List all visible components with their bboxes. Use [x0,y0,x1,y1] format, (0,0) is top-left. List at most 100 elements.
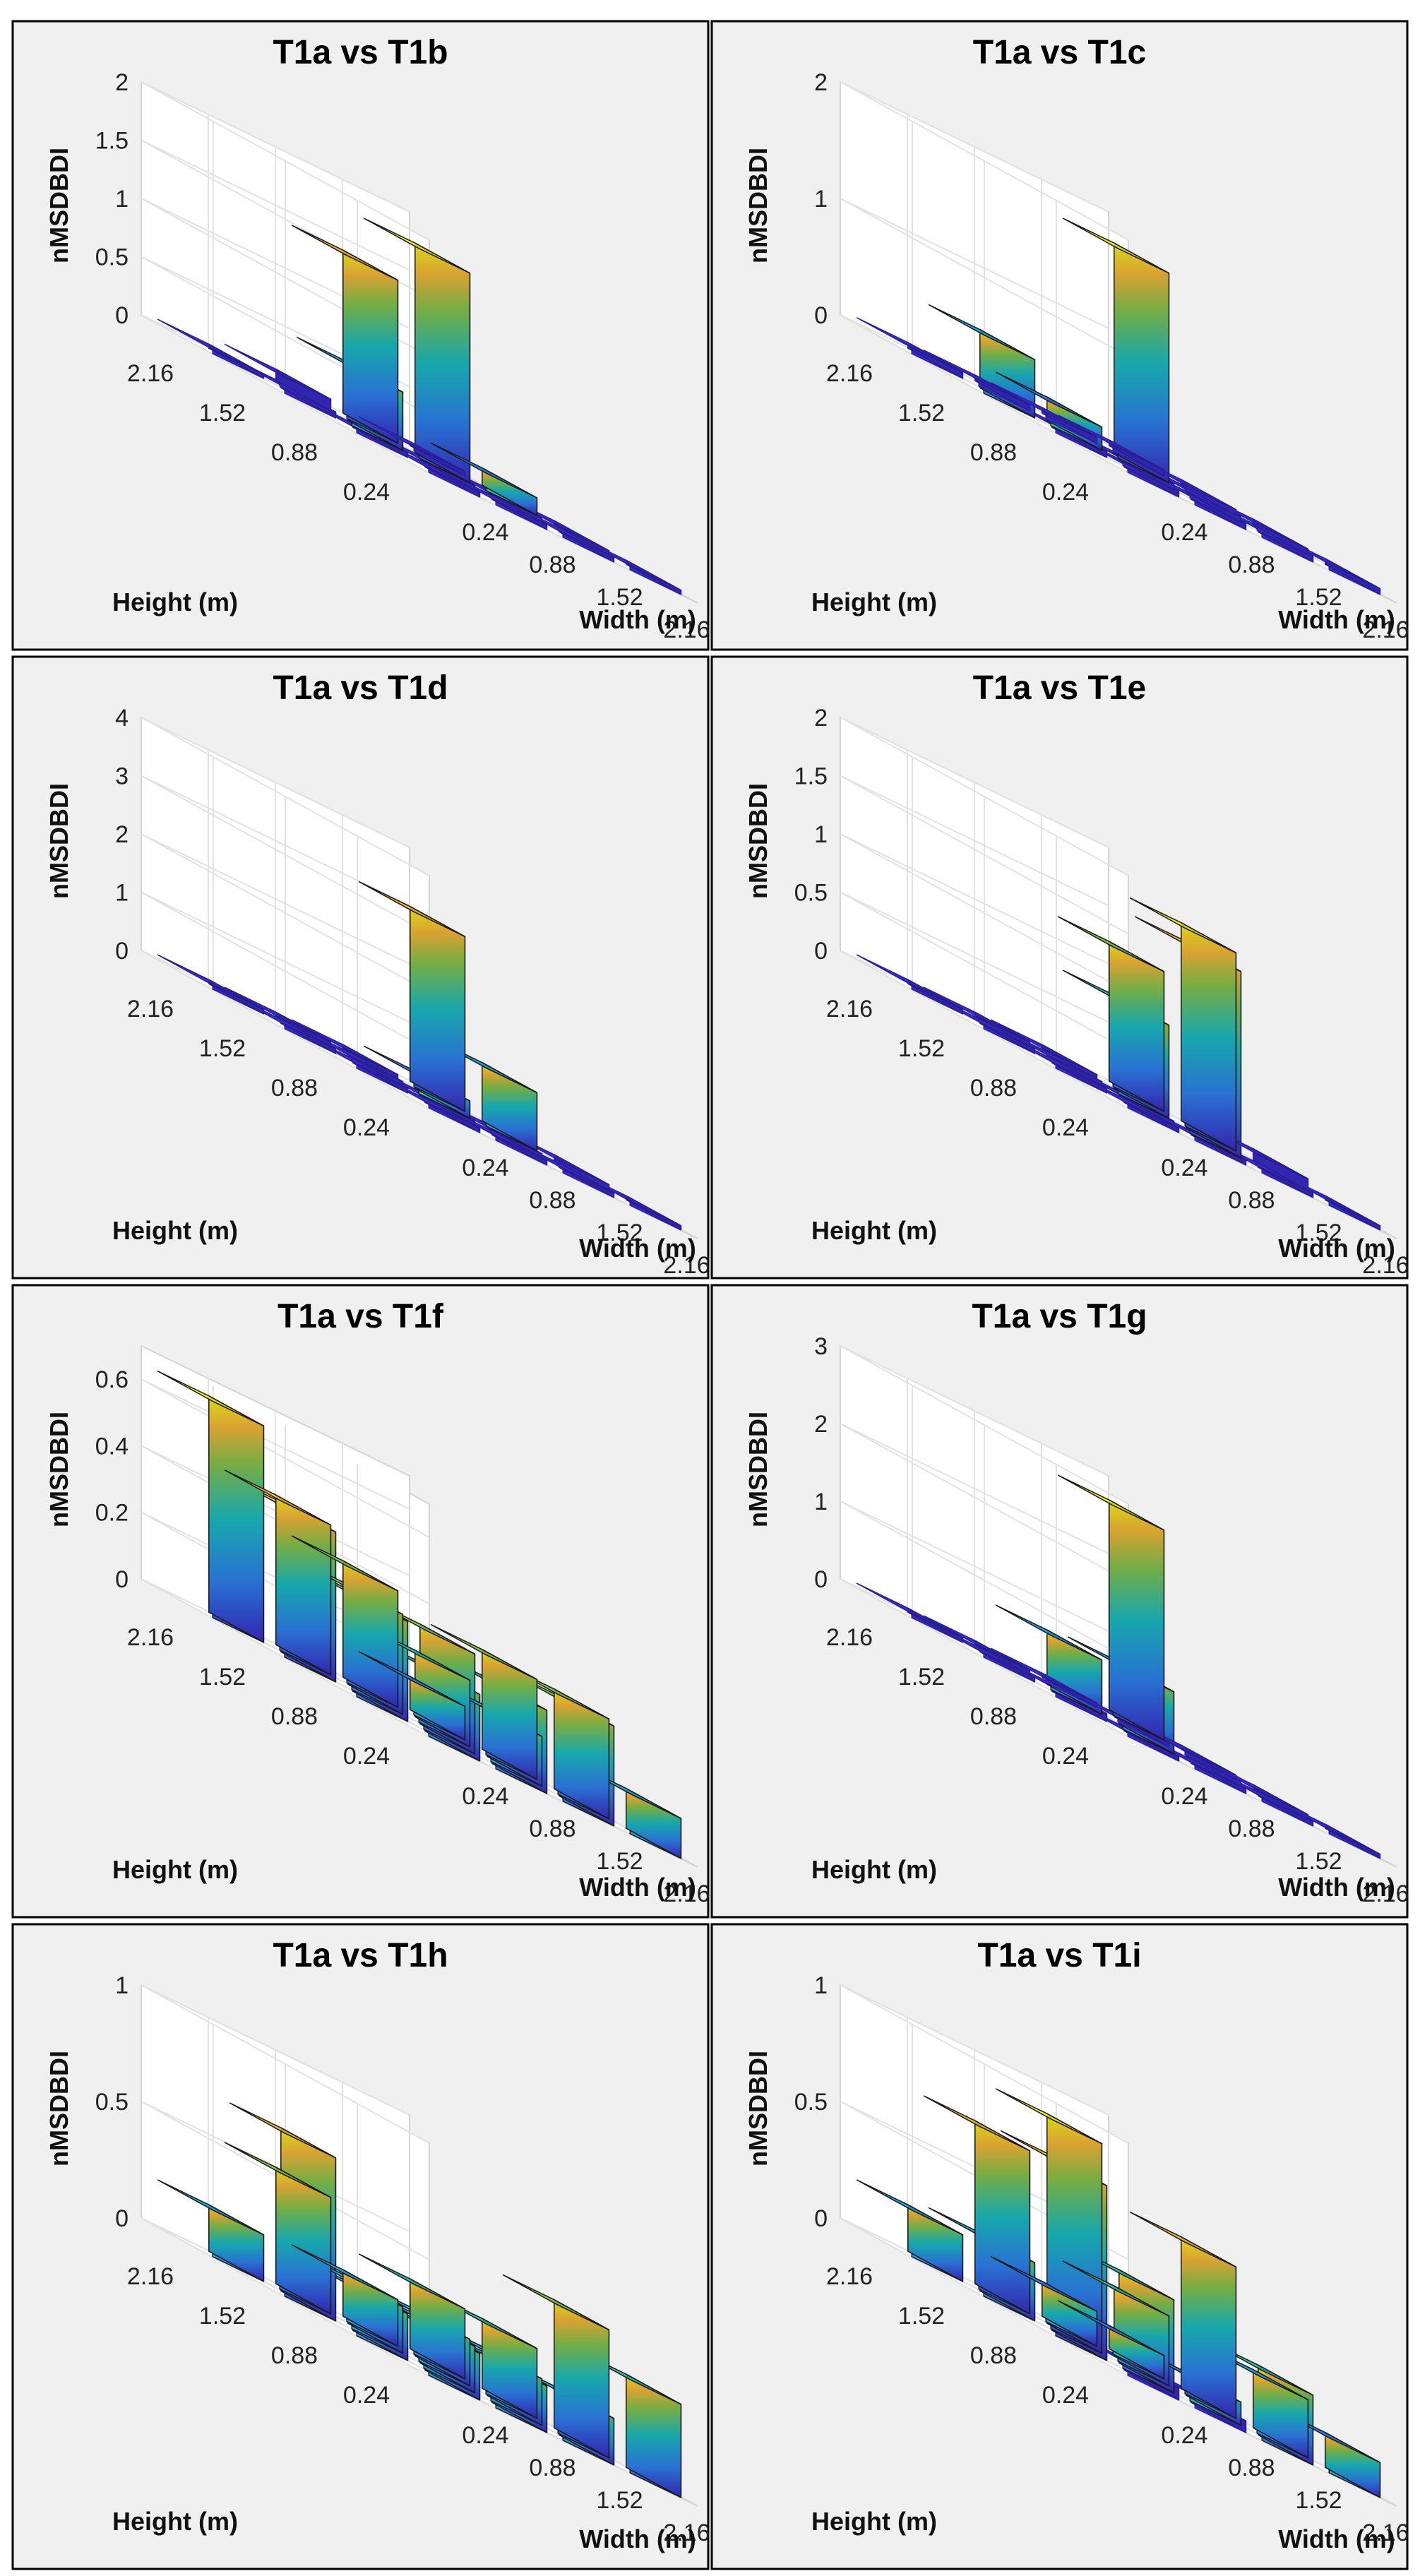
bar-shade [1325,1195,1380,1230]
bar-shade [410,2279,465,2379]
x-tick-label: 1.52 [1295,1220,1342,1246]
bar-top [363,217,471,274]
bar-shade [1109,941,1164,1111]
x-axis-label: Width (m) [579,1873,696,1902]
z-tick-label: 1 [814,821,828,848]
bar-top [224,986,332,1043]
bar-shade [1253,519,1308,555]
bar [856,954,964,1015]
bar-shade [1046,1630,1102,1715]
grid-line [840,81,1129,241]
z-axis-label: nMSDBDI [44,148,73,263]
grid-line [141,81,430,241]
y-tick-label: 2.16 [826,360,873,387]
chart-title: T1a vs T1b [273,34,448,71]
bar-shade [554,2299,609,2458]
bar [923,350,1031,412]
y-tick-label: 2.16 [826,996,873,1022]
bar-top [1057,2300,1165,2356]
bar-shade [208,979,264,1014]
x-tick-label: 1.52 [1295,1848,1342,1875]
z-tick-label: 0.2 [95,1500,129,1527]
grid-line [840,775,1129,935]
bar-shade [1253,2369,1308,2458]
x-tick-label: 1.52 [596,1848,643,1875]
x-tick-label: 2.16 [663,1252,710,1279]
chart-panel: T1a vs T1d 0 1 2 3 4 nMSDBDI 0.24 0.88 1.52 2.16 0.… [11,655,710,1280]
x-tick-label: 0.24 [462,2422,508,2449]
z-axis-label: nMSDBDI [744,2051,772,2166]
chart-title: T1a vs T1f [278,1298,444,1335]
y-tick-label: 2.16 [127,360,174,387]
bar [856,2179,964,2282]
bar-top [995,371,1103,428]
grid-line [141,775,430,935]
bar [157,2179,265,2282]
bar-top [856,317,964,374]
bar-shade [1325,1824,1380,1859]
bar [990,2255,1098,2347]
bar-top [1062,217,1170,274]
y-axis-label: Height (m) [112,1216,238,1245]
chart-title: T1a vs T1h [273,1937,448,1974]
grid-line [141,1378,430,1538]
bar [291,1019,399,1080]
bar-top [856,954,964,1010]
bar-shade [482,1649,537,1779]
bar [923,986,1031,1047]
x-tick-label: 1.52 [1295,584,1342,611]
bar [990,1647,1098,1708]
y-tick-label: 0.88 [271,439,318,466]
bar-top [990,1647,1098,1704]
grid-line [141,256,430,416]
x-axis-label: Width (m) [579,1234,696,1263]
bar-shade [275,1495,331,1675]
bar [1057,415,1165,477]
x-axis-label: Width (m) [1278,2524,1395,2553]
bar [157,318,265,379]
y-tick-label: 1.52 [898,400,945,427]
x-tick-label: 0.24 [462,1783,508,1810]
y-tick-label: 0.24 [343,1114,390,1141]
z-tick-label: 0 [115,302,129,329]
bar-shade [482,2318,537,2419]
bar-top [224,2142,332,2198]
x-tick-label: 0.24 [1161,2422,1207,2449]
bar-top [923,350,1031,406]
bar [224,343,332,412]
bar [923,2095,1031,2315]
bar-shade [1181,1745,1236,1779]
bar-top [430,1624,538,1681]
x-tick-label: 2.16 [1362,2520,1409,2546]
x-tick-label: 0.24 [1161,1155,1207,1181]
y-tick-label: 2.16 [127,996,174,1022]
bar-top [1129,2211,1237,2268]
y-tick-label: 2.16 [127,2263,174,2290]
y-tick-label: 0.24 [1042,2382,1089,2409]
grid-line [840,833,1129,993]
bar-top [291,1535,399,1592]
bar [224,1469,332,1676]
bar-top [157,954,265,1010]
z-tick-label: 2 [814,705,828,732]
bar-shade [1181,479,1236,515]
x-tick-label: 0.24 [1161,1783,1207,1810]
grid-line [141,198,430,357]
bar-top [995,1604,1103,1661]
z-tick-label: 1 [115,880,129,907]
z-tick-label: 0 [115,938,129,965]
z-tick-label: 0.4 [95,1433,129,1460]
bar-shade [1181,922,1236,1151]
bar [1129,897,1237,1152]
y-tick-label: 0.24 [343,1743,390,1770]
bar-shade [208,1395,264,1642]
bar [430,442,538,516]
z-tick-label: 0 [814,1566,828,1593]
z-tick-label: 0 [814,938,828,965]
bar-top [990,2255,1098,2313]
y-tick-label: 2.16 [826,1624,873,1651]
bar [990,1019,1098,1080]
bar-top [990,382,1098,439]
bar [291,225,399,444]
x-axis-label: Width (m) [1278,1873,1395,1902]
